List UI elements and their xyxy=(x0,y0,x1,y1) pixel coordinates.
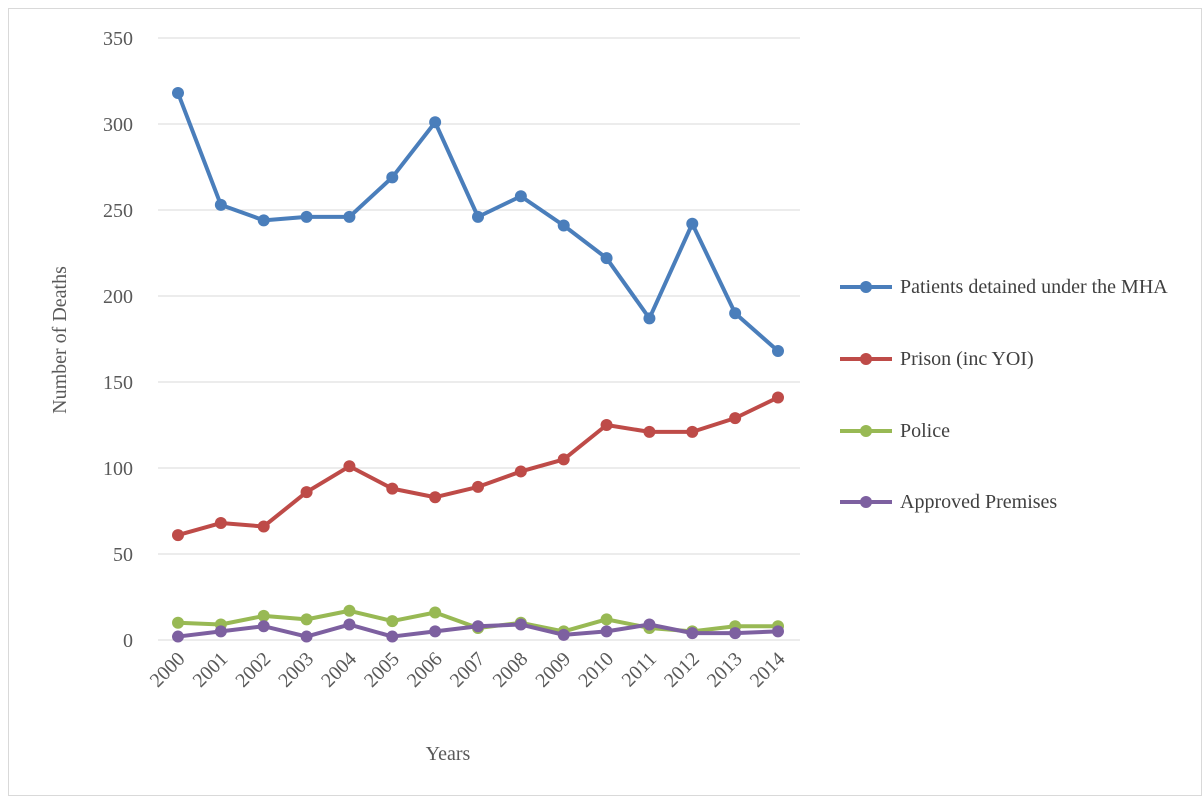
data-point xyxy=(429,606,442,619)
y-tick-label: 300 xyxy=(103,114,133,136)
data-point xyxy=(557,453,570,466)
data-point xyxy=(643,312,656,325)
x-tick-label: 2003 xyxy=(274,648,318,692)
data-point xyxy=(300,210,313,223)
legend-marker xyxy=(860,496,872,508)
data-point xyxy=(557,219,570,232)
data-point xyxy=(729,627,742,640)
data-point xyxy=(257,620,270,633)
data-point xyxy=(214,517,227,530)
data-point xyxy=(172,529,184,542)
data-point xyxy=(257,609,270,622)
data-point xyxy=(343,618,356,631)
legend-swatch xyxy=(840,425,892,437)
data-point xyxy=(643,425,656,438)
data-point xyxy=(429,116,442,129)
data-point xyxy=(600,625,613,638)
y-tick-label: 0 xyxy=(123,630,133,652)
data-point xyxy=(386,615,399,628)
legend-marker xyxy=(860,425,872,437)
data-point xyxy=(300,486,313,499)
x-tick-label: 2009 xyxy=(531,648,575,692)
legend-label: Prison (inc YOI) xyxy=(900,348,1034,370)
data-point xyxy=(300,630,313,643)
data-point xyxy=(686,627,699,640)
x-tick-label: 2007 xyxy=(446,648,490,692)
x-tick-label: 2002 xyxy=(231,648,275,692)
legend-marker xyxy=(860,353,872,365)
data-point xyxy=(343,604,356,617)
data-point xyxy=(214,198,227,211)
chart-frame xyxy=(8,8,1202,796)
y-tick-label: 100 xyxy=(103,458,133,480)
data-point xyxy=(172,87,184,100)
data-point xyxy=(343,460,356,473)
data-point xyxy=(514,465,527,478)
data-point xyxy=(557,628,570,641)
data-point xyxy=(257,214,270,227)
x-tick-label: 2013 xyxy=(703,648,747,692)
data-point xyxy=(772,391,784,404)
legend-swatch xyxy=(840,353,892,365)
data-point xyxy=(429,625,442,638)
legend-entry: Approved Premises xyxy=(838,489,1198,515)
x-tick-label: 2011 xyxy=(618,648,661,691)
x-tick-label: 2008 xyxy=(489,648,533,692)
legend-swatch xyxy=(840,281,892,293)
data-point xyxy=(300,613,313,626)
x-tick-label: 2000 xyxy=(146,648,190,692)
y-tick-label: 200 xyxy=(103,286,133,308)
data-point xyxy=(772,625,784,638)
y-tick-label: 250 xyxy=(103,200,133,222)
data-point xyxy=(386,630,399,643)
data-point xyxy=(257,520,270,533)
x-tick-label: 2006 xyxy=(403,648,447,692)
legend-entry: Prison (inc YOI) xyxy=(838,346,1198,372)
data-point xyxy=(729,307,742,320)
x-tick-label: 2001 xyxy=(189,648,233,692)
x-tick-label: 2014 xyxy=(746,648,790,692)
series-line xyxy=(177,395,779,538)
data-point xyxy=(386,482,399,495)
x-tick-label: 2010 xyxy=(574,648,618,692)
y-tick-label: 50 xyxy=(113,544,133,566)
data-point xyxy=(429,491,442,504)
data-point xyxy=(472,210,484,223)
data-point xyxy=(643,618,656,631)
legend-label: Police xyxy=(900,420,950,442)
x-tick-label: 2012 xyxy=(660,648,704,692)
y-tick-label: 150 xyxy=(103,372,133,394)
data-point xyxy=(514,190,527,203)
x-axis-label: Years xyxy=(426,743,471,765)
data-point xyxy=(172,630,184,643)
data-point xyxy=(686,217,699,230)
legend-swatch xyxy=(840,496,892,508)
data-point xyxy=(514,618,527,631)
legend-entry: Patients detained under the MHA xyxy=(838,274,1198,300)
legend-marker xyxy=(860,281,872,293)
data-point xyxy=(600,419,613,431)
data-point xyxy=(343,210,356,223)
y-tick-label: 350 xyxy=(103,28,133,50)
data-point xyxy=(386,171,399,184)
data-point xyxy=(472,480,484,493)
legend-label: Patients detained under the MHA xyxy=(900,276,1168,298)
data-point xyxy=(172,616,184,629)
legend-label: Approved Premises xyxy=(900,491,1058,513)
y-axis-label: Number of Deaths xyxy=(49,266,71,414)
data-point xyxy=(600,252,613,265)
data-point xyxy=(600,613,613,626)
x-tick-label: 2005 xyxy=(360,648,404,692)
data-point xyxy=(772,345,784,358)
x-tick-label: 2004 xyxy=(317,648,361,692)
legend-entry: Police xyxy=(838,418,1198,444)
data-point xyxy=(214,625,227,638)
data-point xyxy=(686,425,699,438)
data-point xyxy=(472,620,484,633)
data-point xyxy=(729,412,742,425)
